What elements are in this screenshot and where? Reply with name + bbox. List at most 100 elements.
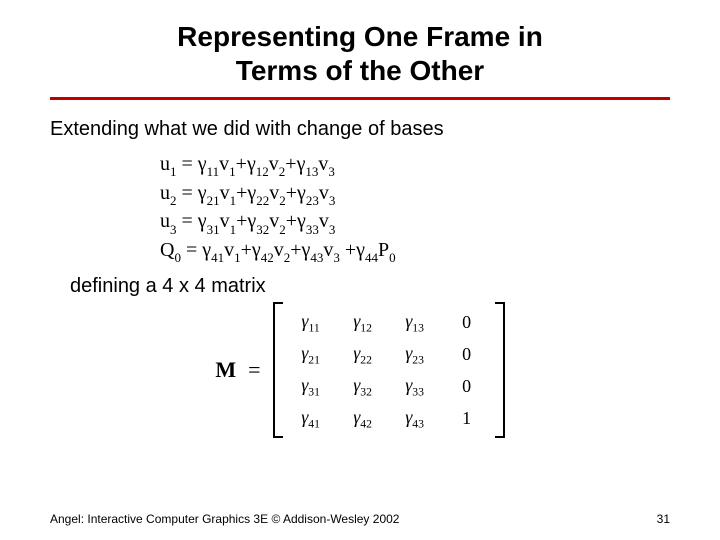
eq-lhs-sym: u — [160, 210, 170, 232]
eq-lhs-sub: 0 — [174, 250, 181, 265]
eq-sub: 3 — [329, 222, 336, 237]
eq-sub: 21 — [207, 193, 220, 208]
eq-v: v — [269, 182, 279, 204]
equation-row-2: u2 = γ21v1+γ22v2+γ23v3 — [160, 180, 670, 209]
eq-v: v — [319, 182, 329, 204]
matrix-cell: 1 — [462, 408, 471, 429]
matrix-cell: γ43 — [405, 407, 424, 431]
gamma-icon: γ — [202, 239, 211, 261]
eq-sub: 3 — [329, 193, 336, 208]
eq-sub: 12 — [256, 164, 269, 179]
matrix-cell: γ41 — [301, 407, 320, 431]
eq-sub: 1 — [230, 193, 237, 208]
matrix-sub: 31 — [308, 385, 320, 398]
eq-sub: 2 — [279, 222, 286, 237]
gamma-icon: γ — [301, 311, 308, 331]
gamma-icon: γ — [356, 239, 365, 261]
eq-sub: 44 — [365, 250, 378, 265]
eq-v: v — [323, 239, 333, 261]
eq-sub: 1 — [229, 164, 236, 179]
equation-row-4: Q0 = γ41v1+γ42v2+γ43v3 +γ44P0 — [160, 237, 670, 266]
slide: Representing One Frame in Terms of the O… — [0, 0, 720, 540]
left-bracket-icon — [273, 302, 283, 438]
eq-lhs-sub: 2 — [170, 193, 177, 208]
matrix-block: M = γ11 γ12 γ13 0 γ21 γ22 γ23 0 γ31 γ32 … — [50, 302, 670, 438]
gamma-icon: γ — [247, 210, 256, 232]
matrix-cell: 0 — [462, 344, 471, 365]
eq-sub: 42 — [261, 250, 274, 265]
gamma-icon: γ — [297, 210, 306, 232]
matrix-sub: 33 — [412, 385, 424, 398]
eq-sub: 3 — [333, 250, 340, 265]
matrix-cell: γ32 — [353, 375, 372, 399]
eq-v: v — [318, 153, 328, 175]
gamma-icon: γ — [198, 182, 207, 204]
eq-sub: 2 — [279, 193, 286, 208]
page-number: 31 — [657, 512, 670, 526]
matrix-cell: 0 — [462, 376, 471, 397]
footer-text: Angel: Interactive Computer Graphics 3E … — [50, 512, 399, 526]
matrix-grid: γ11 γ12 γ13 0 γ21 γ22 γ23 0 γ31 γ32 γ33 … — [283, 302, 495, 438]
matrix-sub: 12 — [360, 321, 372, 334]
matrix-sub: 43 — [412, 417, 424, 430]
eq-sub: 23 — [306, 193, 319, 208]
eq-lhs-sub: 1 — [170, 164, 177, 179]
eq-sub: 1 — [234, 250, 241, 265]
eq-lhs-sym: Q — [160, 239, 174, 261]
matrix: γ11 γ12 γ13 0 γ21 γ22 γ23 0 γ31 γ32 γ33 … — [273, 302, 505, 438]
right-bracket-icon — [495, 302, 505, 438]
matrix-cell: γ21 — [301, 343, 320, 367]
eq-v: v — [269, 210, 279, 232]
eq-lhs-sym: u — [160, 182, 170, 204]
title-line-2: Terms of the Other — [236, 55, 484, 86]
matrix-intro-text: defining a 4 x 4 matrix — [70, 275, 670, 298]
equation-row-3: u3 = γ31v1+γ32v2+γ33v3 — [160, 208, 670, 237]
matrix-cell: γ42 — [353, 407, 372, 431]
eq-sub: 11 — [207, 164, 220, 179]
eq-v: v — [220, 210, 230, 232]
matrix-sub: 21 — [308, 353, 320, 366]
eq-sub: 41 — [211, 250, 224, 265]
slide-title: Representing One Frame in Terms of the O… — [50, 20, 670, 87]
matrix-sub: 11 — [309, 321, 320, 334]
gamma-icon: γ — [297, 182, 306, 204]
footer: Angel: Interactive Computer Graphics 3E … — [50, 512, 670, 526]
matrix-cell: γ22 — [353, 343, 372, 367]
matrix-sub: 42 — [360, 417, 372, 430]
eq-v: v — [269, 153, 279, 175]
matrix-cell: γ11 — [301, 311, 319, 335]
eq-v: v — [319, 210, 329, 232]
eq-v: v — [274, 239, 284, 261]
eq-sub: 1 — [230, 222, 237, 237]
gamma-icon: γ — [301, 239, 310, 261]
matrix-cell: 0 — [462, 312, 471, 333]
intro-text: Extending what we did with change of bas… — [50, 118, 670, 141]
matrix-cell: γ13 — [405, 311, 424, 335]
gamma-icon: γ — [198, 210, 207, 232]
title-underline — [50, 97, 670, 100]
gamma-icon: γ — [247, 182, 256, 204]
eq-sub: 31 — [207, 222, 220, 237]
matrix-cell: γ23 — [405, 343, 424, 367]
equals-sign: = — [248, 357, 260, 383]
matrix-sub: 23 — [412, 353, 424, 366]
gamma-icon: γ — [252, 239, 261, 261]
gamma-icon: γ — [247, 153, 256, 175]
eq-p: P — [378, 239, 389, 261]
matrix-sub: 22 — [360, 353, 372, 366]
eq-v: v — [219, 153, 229, 175]
eq-sub: 32 — [256, 222, 269, 237]
matrix-cell: γ33 — [405, 375, 424, 399]
equation-block: u1 = γ11v1+γ12v2+γ13v3 u2 = γ21v1+γ22v2+… — [160, 151, 670, 265]
matrix-sub: 32 — [360, 385, 372, 398]
eq-v: v — [224, 239, 234, 261]
matrix-label: M — [215, 357, 236, 383]
eq-sub: 0 — [389, 250, 396, 265]
equation-row-1: u1 = γ11v1+γ12v2+γ13v3 — [160, 151, 670, 180]
eq-lhs-sym: u — [160, 153, 170, 175]
gamma-icon: γ — [198, 153, 207, 175]
matrix-cell: γ12 — [353, 311, 372, 335]
eq-lhs-sub: 3 — [170, 222, 177, 237]
eq-sub: 3 — [328, 164, 335, 179]
eq-sub: 33 — [306, 222, 319, 237]
